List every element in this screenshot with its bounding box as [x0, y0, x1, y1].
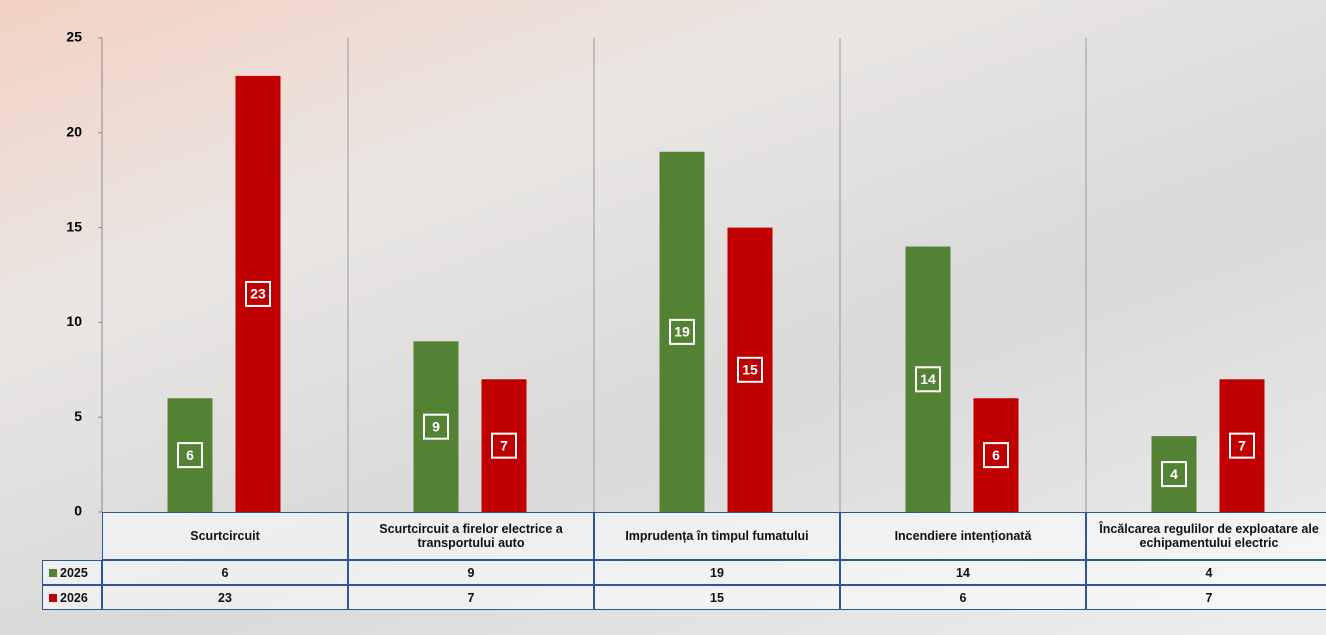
bar — [905, 246, 951, 512]
category-cell: Scurtcircuit — [102, 512, 348, 560]
table-value: 19 — [594, 560, 840, 585]
table-value: 6 — [102, 560, 348, 585]
label-box — [983, 442, 1009, 469]
legend-label: 2025 — [60, 565, 88, 580]
data-label: 15 — [742, 362, 758, 378]
legend-key — [49, 568, 57, 577]
y-tick-label: 25 — [66, 29, 82, 45]
bar — [1151, 436, 1197, 512]
label-box — [915, 366, 941, 393]
y-tick-label: 5 — [74, 408, 82, 424]
bar — [413, 341, 459, 512]
data-label: 19 — [674, 324, 690, 340]
table-value: 7 — [1086, 585, 1326, 610]
label-box — [669, 318, 695, 345]
table-value: 6 — [840, 585, 1086, 610]
y-tick-label: 10 — [66, 313, 82, 329]
data-label: 9 — [432, 418, 440, 434]
y-tick-label: 15 — [66, 218, 82, 234]
legend-cell: 2025 — [42, 560, 102, 585]
label-box — [423, 413, 449, 440]
table-value: 15 — [594, 585, 840, 610]
category-cell: Incendiere intenționată — [840, 512, 1086, 560]
legend-cell: 2026 — [42, 585, 102, 610]
table-value: 9 — [348, 560, 594, 585]
table-value: 4 — [1086, 560, 1326, 585]
bar — [973, 398, 1019, 512]
data-label: 6 — [992, 447, 1000, 463]
label-box — [245, 280, 271, 307]
table-value: 7 — [348, 585, 594, 610]
label-box — [1161, 461, 1187, 488]
category-cell: Scurtcircuit a firelor electrice a trans… — [348, 512, 594, 560]
bar — [235, 75, 281, 513]
data-label: 23 — [250, 286, 266, 302]
data-label: 7 — [500, 437, 508, 453]
bar — [481, 379, 527, 512]
y-tick-label: 0 — [74, 503, 82, 519]
bar — [1219, 379, 1265, 512]
bar — [167, 398, 213, 512]
category-cell: Încălcarea regulilor de exploatare ale e… — [1086, 512, 1326, 560]
category-cell: Imprudența în timpul fumatului — [594, 512, 840, 560]
bar — [659, 151, 705, 512]
legend-key — [49, 593, 57, 602]
table-value: 23 — [102, 585, 348, 610]
label-box — [737, 356, 763, 383]
legend-label: 2026 — [60, 590, 88, 605]
label-box — [491, 432, 517, 459]
data-label: 14 — [920, 371, 936, 387]
label-box — [177, 442, 203, 469]
data-label: 6 — [186, 447, 194, 463]
bar — [727, 227, 773, 512]
y-tick-label: 20 — [66, 124, 82, 140]
data-label: 4 — [1170, 466, 1178, 482]
data-label: 7 — [1238, 437, 1246, 453]
table-value: 14 — [840, 560, 1086, 585]
label-box — [1229, 432, 1255, 459]
